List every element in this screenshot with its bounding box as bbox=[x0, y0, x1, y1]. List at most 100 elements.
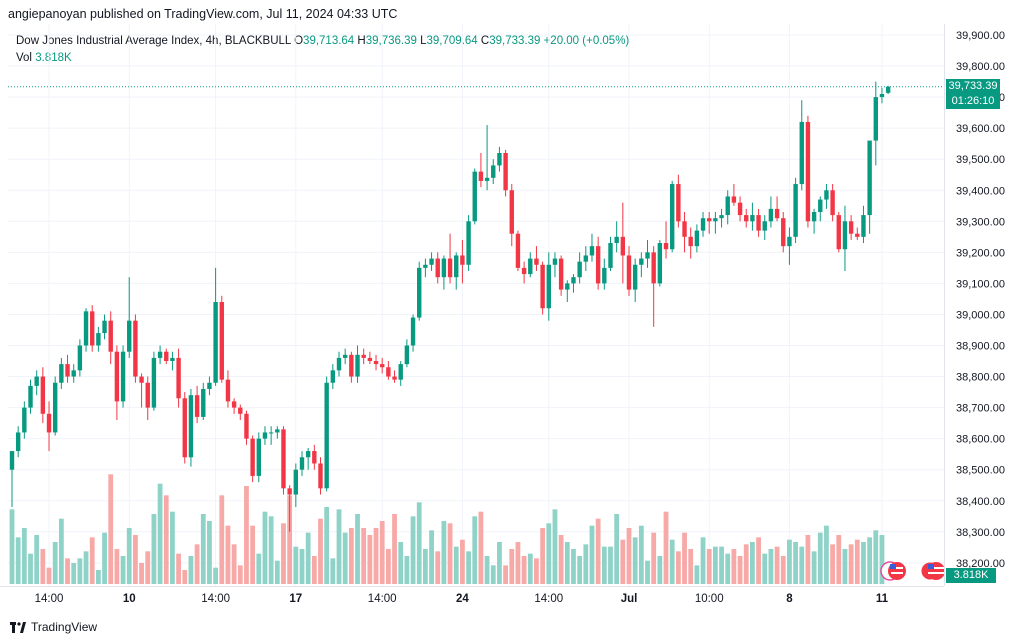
candle-body bbox=[77, 345, 83, 371]
volume-bar bbox=[145, 551, 151, 584]
candle bbox=[225, 370, 231, 408]
volume-bar bbox=[330, 558, 336, 584]
candle-body bbox=[52, 382, 58, 433]
candle bbox=[521, 261, 527, 284]
volume-bar bbox=[361, 528, 367, 584]
candle-body bbox=[256, 438, 261, 476]
candle-body bbox=[540, 264, 545, 309]
volume-bar bbox=[824, 525, 829, 584]
symbol-name[interactable]: Dow Jones Industrial Average Index, 4h, … bbox=[16, 35, 291, 47]
candle bbox=[404, 339, 410, 368]
candle-body bbox=[885, 86, 891, 93]
volume-bar bbox=[460, 539, 465, 584]
candle-body bbox=[305, 451, 311, 458]
volume-bar bbox=[756, 537, 761, 584]
volume-bar bbox=[188, 556, 194, 584]
volume-value: 3.818K bbox=[35, 52, 72, 64]
candle bbox=[540, 261, 545, 315]
volume-bar bbox=[342, 532, 348, 584]
candle-body bbox=[583, 255, 589, 262]
volume-bar bbox=[225, 525, 231, 584]
candle-body bbox=[133, 320, 138, 377]
candle bbox=[441, 255, 447, 290]
candle bbox=[188, 388, 194, 467]
time-axis[interactable] bbox=[0, 586, 944, 611]
candle-body bbox=[700, 218, 706, 231]
volume-bar bbox=[682, 532, 687, 584]
candle-body bbox=[392, 376, 397, 380]
candle-body bbox=[793, 184, 798, 237]
candle bbox=[632, 258, 638, 303]
price-axis[interactable] bbox=[944, 24, 1024, 586]
flag-event-icons[interactable] bbox=[880, 561, 945, 581]
volume-bar bbox=[355, 514, 360, 584]
volume-bar bbox=[614, 514, 620, 584]
volume-bar bbox=[750, 542, 755, 584]
candle-body bbox=[330, 370, 336, 383]
time-tick-label: 14:00 bbox=[534, 593, 563, 605]
candle-body bbox=[811, 211, 817, 222]
candle bbox=[472, 168, 477, 225]
volume-bar bbox=[441, 521, 447, 584]
candle bbox=[398, 361, 403, 386]
volume-bar bbox=[521, 556, 527, 584]
candle-body bbox=[731, 196, 737, 203]
candle-body bbox=[151, 357, 157, 408]
volume-bar bbox=[675, 551, 681, 584]
candle bbox=[52, 376, 58, 436]
time-tick-label: 8 bbox=[786, 593, 793, 605]
candle bbox=[318, 457, 323, 495]
candle-body bbox=[65, 364, 70, 377]
volume-bar bbox=[385, 549, 391, 584]
volume-bar bbox=[65, 558, 70, 584]
candle-body bbox=[355, 354, 360, 377]
candle bbox=[700, 211, 706, 237]
volume-bar bbox=[453, 546, 459, 584]
price-tick-label: 38,700.00 bbox=[956, 403, 1005, 415]
candle-body bbox=[336, 357, 342, 371]
candle-body bbox=[855, 233, 860, 237]
volume-bar bbox=[435, 551, 441, 584]
candle-body bbox=[404, 345, 410, 365]
us-flag-icon-2[interactable] bbox=[920, 561, 945, 581]
volume-bar bbox=[367, 535, 373, 584]
us-flag-icon[interactable] bbox=[880, 561, 906, 581]
volume-bar bbox=[595, 518, 601, 584]
candle-body bbox=[22, 407, 27, 433]
candle-body bbox=[497, 152, 502, 166]
candle bbox=[139, 373, 144, 408]
candle bbox=[120, 345, 126, 408]
candle bbox=[28, 379, 33, 414]
candle-body bbox=[349, 354, 354, 377]
candle-body bbox=[842, 221, 848, 250]
volume-bar bbox=[95, 570, 101, 584]
footer-brand[interactable]: TradingView bbox=[10, 620, 97, 634]
volume-bar bbox=[706, 549, 712, 584]
candle-body bbox=[15, 432, 21, 452]
volume-bar bbox=[89, 537, 95, 584]
volume-bar bbox=[262, 511, 268, 584]
candle bbox=[620, 202, 626, 284]
candle bbox=[355, 345, 360, 383]
volume-bar bbox=[836, 535, 842, 584]
volume-bar bbox=[182, 570, 188, 584]
candle bbox=[608, 236, 613, 271]
candle-body bbox=[429, 258, 434, 265]
volume-bar bbox=[213, 567, 219, 584]
candle-body bbox=[682, 221, 687, 237]
candle bbox=[836, 211, 841, 253]
candle-body bbox=[435, 258, 440, 278]
volume-bar bbox=[244, 486, 249, 584]
volume-bar bbox=[416, 502, 422, 584]
candles bbox=[9, 81, 891, 532]
chart-legend: Dow Jones Industrial Average Index, 4h, … bbox=[16, 33, 629, 67]
candle-body bbox=[478, 171, 484, 181]
candle-body bbox=[602, 267, 607, 284]
candle bbox=[657, 239, 663, 287]
candle bbox=[256, 432, 261, 483]
volume-bar bbox=[608, 546, 613, 584]
candle bbox=[830, 184, 835, 222]
volume-bar bbox=[534, 558, 539, 584]
last-price-value: 39,733.39 bbox=[948, 79, 998, 92]
